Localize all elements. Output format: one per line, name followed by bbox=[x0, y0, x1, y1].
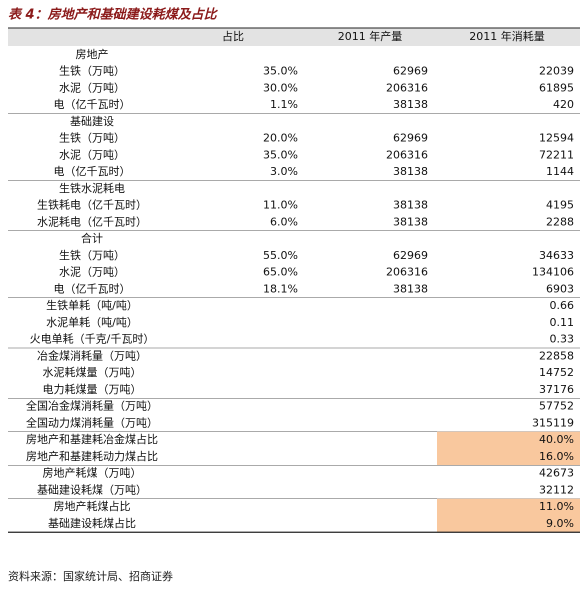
cell-value: 1.1% bbox=[270, 98, 298, 111]
row-label: 合计 bbox=[81, 231, 103, 245]
cell-value: 2288 bbox=[546, 215, 574, 228]
row-label: 生铁耗电（亿千瓦时） bbox=[37, 198, 147, 212]
highlight-cell bbox=[437, 515, 580, 533]
cell-value: 4195 bbox=[546, 199, 574, 212]
cell-value: 72211 bbox=[539, 148, 574, 161]
cell-value: 420 bbox=[553, 98, 574, 111]
cell-value: 62969 bbox=[393, 249, 428, 262]
cell-value: 11.0% bbox=[263, 199, 298, 212]
cell-value: 40.0% bbox=[539, 433, 574, 446]
row-label: 水泥（万吨） bbox=[59, 148, 125, 161]
column-header: 占比 bbox=[222, 29, 244, 43]
cell-value: 0.11 bbox=[550, 316, 575, 329]
cell-value: 38138 bbox=[393, 282, 428, 295]
row-label: 房地产耗煤（万吨） bbox=[43, 466, 142, 480]
row-label: 电（亿千瓦时） bbox=[54, 165, 131, 178]
cell-value: 6903 bbox=[546, 282, 574, 295]
header-bg bbox=[8, 28, 580, 46]
cell-value: 30.0% bbox=[263, 81, 298, 94]
row-label: 水泥耗电（亿千瓦时） bbox=[37, 215, 147, 228]
cell-value: 32112 bbox=[539, 483, 574, 496]
cell-value: 37176 bbox=[539, 383, 574, 396]
cell-value: 38138 bbox=[393, 199, 428, 212]
row-label: 生铁（万吨） bbox=[59, 248, 125, 262]
row-label: 房地产 bbox=[76, 47, 109, 61]
cell-value: 22858 bbox=[539, 349, 574, 362]
row-label: 水泥（万吨） bbox=[59, 81, 125, 94]
title: 表 4：房地产和基础建设耗煤及占比 bbox=[8, 7, 219, 23]
cell-value: 22039 bbox=[539, 65, 574, 78]
cell-value: 55.0% bbox=[263, 249, 298, 262]
cell-value: 206316 bbox=[386, 266, 428, 279]
source: 资料来源：国家统计局、招商证券 bbox=[8, 569, 173, 583]
cell-value: 206316 bbox=[386, 81, 428, 94]
row-label: 电（亿千瓦时） bbox=[54, 282, 131, 295]
cell-value: 61895 bbox=[539, 81, 574, 94]
cell-value: 6.0% bbox=[270, 215, 298, 228]
cell-value: 3.0% bbox=[270, 165, 298, 178]
highlight-cell bbox=[437, 498, 580, 516]
row-label: 基础建设耗煤占比 bbox=[48, 516, 136, 530]
row-label: 冶金煤消耗量（万吨） bbox=[37, 348, 147, 362]
cell-value: 16.0% bbox=[539, 450, 574, 463]
cell-value: 11.0% bbox=[539, 500, 574, 513]
row-label: 生铁水泥耗电 bbox=[59, 181, 125, 195]
cell-value: 9.0% bbox=[546, 517, 574, 530]
cell-value: 20.0% bbox=[263, 132, 298, 145]
cell-value: 134106 bbox=[532, 266, 574, 279]
cell-value: 0.66 bbox=[550, 299, 575, 312]
highlight-cell bbox=[437, 448, 580, 466]
cell-value: 315119 bbox=[532, 416, 574, 429]
cell-value: 35.0% bbox=[263, 148, 298, 161]
row-label: 基础建设 bbox=[70, 114, 114, 128]
row-label: 基础建设耗煤（万吨） bbox=[37, 482, 147, 496]
cell-value: 62969 bbox=[393, 132, 428, 145]
row-label: 房地产耗煤占比 bbox=[54, 499, 131, 513]
column-header: 2011 年消耗量 bbox=[469, 29, 545, 43]
highlight-cell bbox=[437, 431, 580, 449]
row-label: 生铁（万吨） bbox=[59, 64, 125, 78]
cell-value: 65.0% bbox=[263, 266, 298, 279]
row-label: 水泥（万吨） bbox=[59, 266, 125, 279]
cell-value: 34633 bbox=[539, 249, 574, 262]
row-label: 全国动力煤消耗量（万吨） bbox=[26, 415, 158, 429]
cell-value: 14752 bbox=[539, 366, 574, 379]
column-header: 2011 年产量 bbox=[338, 29, 403, 43]
cell-value: 206316 bbox=[386, 148, 428, 161]
row-label: 全国冶金煤消耗量（万吨） bbox=[26, 399, 158, 413]
row-label: 水泥单耗（吨/吨） bbox=[46, 316, 138, 329]
row-label: 电（亿千瓦时） bbox=[54, 98, 131, 111]
cell-value: 62969 bbox=[393, 65, 428, 78]
cell-value: 0.33 bbox=[550, 333, 575, 346]
cell-value: 12594 bbox=[539, 132, 574, 145]
cell-value: 42673 bbox=[539, 467, 574, 480]
row-label: 电力耗煤量（万吨） bbox=[43, 383, 142, 396]
cell-value: 38138 bbox=[393, 215, 428, 228]
cell-value: 35.0% bbox=[263, 65, 298, 78]
row-label: 火电单耗（千克/千瓦时） bbox=[30, 333, 155, 346]
cell-value: 57752 bbox=[539, 400, 574, 413]
cell-value: 1144 bbox=[546, 165, 574, 178]
row-label: 房地产和基建耗冶金煤占比 bbox=[26, 432, 158, 446]
cell-value: 18.1% bbox=[263, 282, 298, 295]
row-label: 房地产和基建耗动力煤占比 bbox=[26, 449, 158, 463]
cell-value: 38138 bbox=[393, 98, 428, 111]
row-label: 水泥耗煤量（万吨） bbox=[43, 366, 142, 379]
row-label: 生铁（万吨） bbox=[59, 131, 125, 145]
cell-value: 38138 bbox=[393, 165, 428, 178]
row-label: 生铁单耗（吨/吨） bbox=[46, 298, 138, 312]
